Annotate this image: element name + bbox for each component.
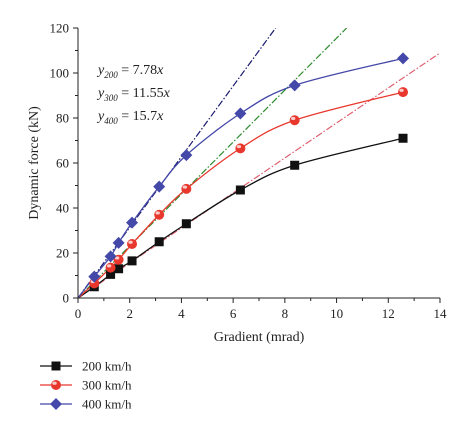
point-highlight bbox=[155, 211, 160, 215]
y-tick-label: 20 bbox=[56, 246, 69, 261]
x-tick-label: 14 bbox=[434, 306, 448, 321]
point-highlight bbox=[106, 264, 112, 268]
fit-equation-2: y300 = 11.55x bbox=[96, 86, 171, 103]
data-point bbox=[88, 270, 101, 283]
y-tick-label: 0 bbox=[63, 291, 70, 306]
legend-marker bbox=[51, 361, 61, 371]
eq-xvar: x bbox=[156, 109, 164, 124]
point-circle bbox=[181, 183, 192, 194]
data-point bbox=[153, 180, 166, 193]
data-point bbox=[126, 216, 139, 229]
x-tick-label: 10 bbox=[330, 306, 343, 321]
point-highlight bbox=[52, 381, 57, 385]
y-tick-label: 120 bbox=[50, 21, 70, 36]
legend-marker bbox=[51, 380, 61, 390]
y-tick-label: 60 bbox=[56, 156, 69, 171]
legend-label: 400 km/h bbox=[82, 397, 132, 412]
eq-xvar: x bbox=[156, 63, 164, 78]
data-point bbox=[180, 149, 193, 162]
fit-equation-1: y200 = 7.78x bbox=[96, 63, 164, 80]
eq-var: y bbox=[96, 63, 105, 78]
point-circle bbox=[289, 115, 300, 126]
point-highlight bbox=[290, 116, 296, 121]
data-point bbox=[181, 183, 192, 194]
legend-label: 300 km/h bbox=[82, 378, 132, 393]
x-tick-label: 0 bbox=[75, 306, 82, 321]
data-point bbox=[235, 185, 245, 195]
data-point bbox=[127, 256, 137, 266]
point-highlight bbox=[114, 256, 120, 260]
series-markers bbox=[88, 52, 410, 292]
x-tick-label: 6 bbox=[230, 306, 237, 321]
point-highlight bbox=[399, 88, 404, 92]
point-circle bbox=[398, 87, 409, 98]
point-highlight bbox=[182, 185, 188, 189]
axes: 0 2 4 6 8 10 12 14 0 20 40 60 80 100 120 Gradient (mrad… bbox=[27, 21, 447, 346]
y-tick-label: 100 bbox=[50, 66, 70, 81]
eq-subscript: 300 bbox=[103, 93, 118, 103]
eq-var: y bbox=[96, 109, 105, 124]
data-point bbox=[181, 219, 191, 229]
fit-line-2 bbox=[78, 28, 348, 298]
series-curves bbox=[78, 57, 404, 298]
legend-marker bbox=[50, 398, 62, 410]
data-point bbox=[289, 115, 300, 126]
x-tick-label: 2 bbox=[126, 306, 133, 321]
legend-label: 200 km/h bbox=[82, 359, 132, 374]
y-tick-label: 80 bbox=[56, 111, 69, 126]
y-tick-label: 40 bbox=[56, 201, 69, 216]
point-circle bbox=[51, 380, 61, 390]
data-point bbox=[114, 264, 124, 274]
series-line-3 bbox=[78, 57, 404, 298]
eq-rhs: = 15.7 bbox=[118, 109, 157, 124]
point-circle bbox=[235, 143, 246, 154]
data-point bbox=[112, 236, 125, 249]
data-point bbox=[127, 239, 138, 249]
point-circle bbox=[154, 209, 165, 220]
y-axis-title: Dynamic force (kN) bbox=[27, 106, 42, 220]
data-point bbox=[113, 254, 124, 265]
data-point bbox=[106, 269, 116, 279]
series-line-2 bbox=[78, 91, 404, 298]
data-point bbox=[105, 262, 116, 273]
eq-var: y bbox=[96, 86, 105, 101]
data-point bbox=[234, 107, 247, 120]
x-tick-label: 8 bbox=[282, 306, 289, 321]
data-point bbox=[154, 209, 165, 220]
data-point bbox=[104, 250, 117, 263]
data-point bbox=[288, 79, 301, 92]
point-highlight bbox=[128, 240, 133, 244]
point-circle bbox=[127, 239, 138, 249]
eq-rhs: = 7.78 bbox=[118, 63, 157, 78]
fit-equation-3: y400 = 15.7x bbox=[96, 109, 164, 126]
data-point bbox=[235, 143, 246, 154]
eq-subscript: 200 bbox=[104, 70, 118, 80]
data-point bbox=[290, 160, 300, 170]
series-line-1 bbox=[78, 137, 404, 298]
data-point bbox=[398, 87, 409, 98]
data-point bbox=[154, 237, 164, 247]
x-axis-title: Gradient (mrad) bbox=[214, 330, 305, 345]
point-circle bbox=[105, 262, 116, 273]
eq-rhs: = 11.55 bbox=[118, 86, 164, 101]
legend: 200 km/h 300 km/h 400 km/h bbox=[40, 359, 132, 412]
eq-xvar: x bbox=[163, 86, 171, 101]
point-highlight bbox=[236, 144, 242, 149]
data-point bbox=[397, 52, 410, 65]
data-point bbox=[398, 133, 408, 143]
x-tick-label: 4 bbox=[178, 306, 185, 321]
eq-subscript: 400 bbox=[104, 116, 118, 126]
x-tick-label: 12 bbox=[382, 306, 395, 321]
